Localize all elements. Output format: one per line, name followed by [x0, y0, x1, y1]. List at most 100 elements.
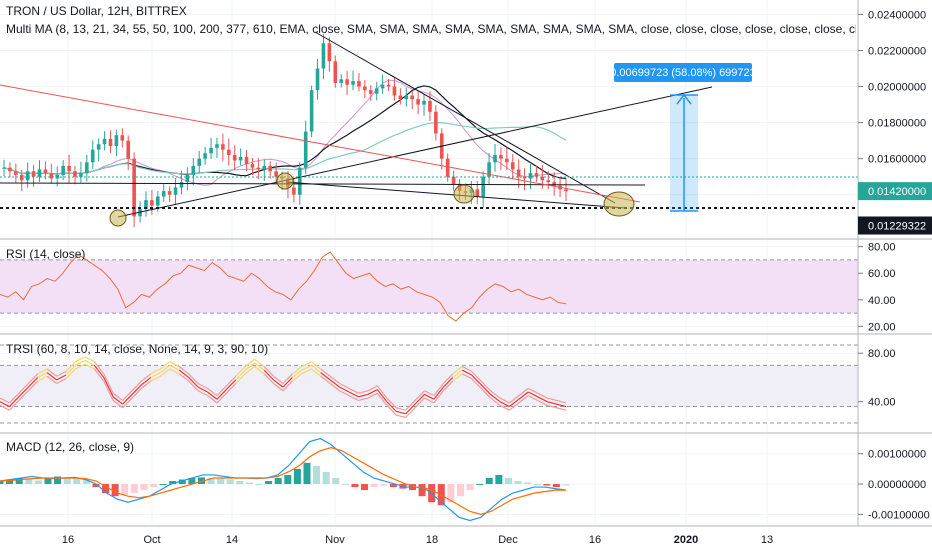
candle-body: [79, 173, 83, 177]
trsi-segment: [405, 407, 416, 418]
candle-body: [292, 187, 296, 195]
pivot-circle: [603, 191, 635, 217]
candle-body: [516, 169, 521, 177]
candle-body: [416, 99, 420, 105]
macd-tick-label: 0.00100000: [868, 449, 926, 461]
trsi-segment: [414, 397, 425, 409]
trsi-segment: [160, 361, 171, 370]
trsi-segment: [292, 369, 303, 378]
candle-body: [37, 169, 42, 177]
trsi-segment: [141, 373, 152, 382]
candle-body: [552, 182, 556, 186]
trsi-segment: [18, 386, 29, 398]
macd-histogram-bar: [82, 479, 90, 485]
candle-body: [61, 165, 65, 175]
macd-histogram-bar: [466, 484, 474, 491]
macd-histogram-bar: [293, 468, 301, 485]
measure-label-text: 0.00699723 (58.08%) 699723: [610, 67, 756, 79]
trsi-segment: [244, 366, 256, 375]
trsi-segment: [310, 361, 322, 370]
trsi-segment: [188, 373, 199, 384]
last-price-badge-text: 0.01420000: [868, 186, 926, 198]
trsi-segment: [367, 392, 378, 399]
time-axis: 16 Oct 14 Nov 18 Dec 16 2020 13: [62, 534, 773, 546]
candle-body: [434, 111, 438, 134]
trend-drawings[interactable]: 0.00699723 (58.08%) 699723: [0, 31, 858, 227]
macd-histogram-bar: [63, 477, 71, 485]
macd-histogram-bar: [284, 474, 292, 485]
trsi-segment: [358, 390, 369, 394]
trsi-segment: [414, 390, 425, 401]
macd-histogram-bar: [226, 479, 234, 485]
trsi-segment: [509, 402, 520, 411]
pivot-circle: [109, 209, 127, 227]
trsi-segment: [527, 391, 538, 398]
trsi-segment: [320, 372, 331, 381]
trsi-segment: [112, 392, 123, 401]
symbol-title[interactable]: TRON / US Dollar, 12H, BITTREX: [6, 4, 187, 18]
time-tick-label: Dec: [498, 534, 518, 546]
trsi-segment: [292, 373, 303, 382]
candle-body: [126, 140, 131, 159]
candle-body: [481, 176, 485, 197]
trsi-segment: [160, 364, 171, 374]
trsi-segment: [499, 404, 510, 411]
candle-body: [120, 135, 125, 141]
trsi-segment: [396, 414, 406, 419]
trsi-segment: [84, 359, 95, 366]
trsi-segment: [461, 365, 472, 372]
trsi-segment: [0, 401, 10, 408]
trsi-segment: [490, 390, 501, 399]
time-tick-label: 14: [226, 534, 238, 546]
macd-histogram-bar: [332, 477, 340, 485]
macd-histogram-bar: [456, 484, 464, 497]
candle-body: [368, 90, 373, 94]
macd-histogram-bar: [524, 482, 532, 485]
trsi-segment: [103, 377, 114, 398]
trsi-pane-title[interactable]: TRSI (60, 8, 10, 14, close, None, 14, 9,…: [6, 342, 269, 356]
indicator-legend-multi-ma[interactable]: Multi MA (8, 13, 21, 34, 55, 50, 100, 20…: [6, 22, 856, 36]
trsi-segment: [122, 390, 133, 401]
macd-histogram-bar: [25, 478, 33, 485]
trsi-segment: [75, 359, 86, 366]
macd-histogram-bar: [140, 484, 148, 491]
trsi-segment: [27, 380, 39, 392]
trsi-segment: [27, 377, 39, 388]
trsi-tick-label: 80.00: [868, 348, 896, 360]
trsi-segment: [376, 385, 388, 399]
candle-body: [374, 88, 379, 94]
macd-pane-title[interactable]: MACD (12, 26, close, 9): [6, 440, 135, 454]
trsi-segment: [263, 373, 274, 384]
trsi-segment: [216, 392, 227, 404]
trsi-segment: [197, 386, 208, 393]
candle-body: [540, 176, 545, 181]
trsi-segment: [461, 373, 472, 380]
candle-body: [315, 68, 320, 91]
candle-body: [209, 147, 213, 154]
candle-body: [203, 153, 207, 159]
trsi-segment: [480, 384, 491, 395]
rsi-pane-title[interactable]: RSI (14, close): [6, 247, 86, 261]
candle-body: [161, 191, 166, 197]
pivot-circle: [453, 184, 475, 204]
macd-histogram-bar: [255, 484, 263, 486]
trsi-segment: [225, 379, 237, 390]
macd-histogram-bar: [428, 484, 436, 503]
trsi-segment: [329, 379, 340, 388]
trsi-segment: [65, 364, 76, 376]
candle-body: [534, 173, 539, 177]
trsi-segment: [358, 397, 369, 402]
trsi-segment: [405, 403, 416, 415]
trsi-segment: [546, 397, 557, 402]
price-badges: 0.01420000 0.01229322: [858, 182, 932, 235]
candle-body: [487, 162, 491, 177]
trsi-segment: [490, 397, 501, 406]
trsi-segment: [376, 392, 388, 406]
trsi-segment: [75, 356, 86, 363]
trsi-segment: [396, 407, 406, 411]
candle-body: [221, 144, 225, 150]
trsi-segment: [556, 399, 567, 404]
trsi-segment: [433, 383, 444, 396]
trsi-segment: [169, 368, 180, 375]
